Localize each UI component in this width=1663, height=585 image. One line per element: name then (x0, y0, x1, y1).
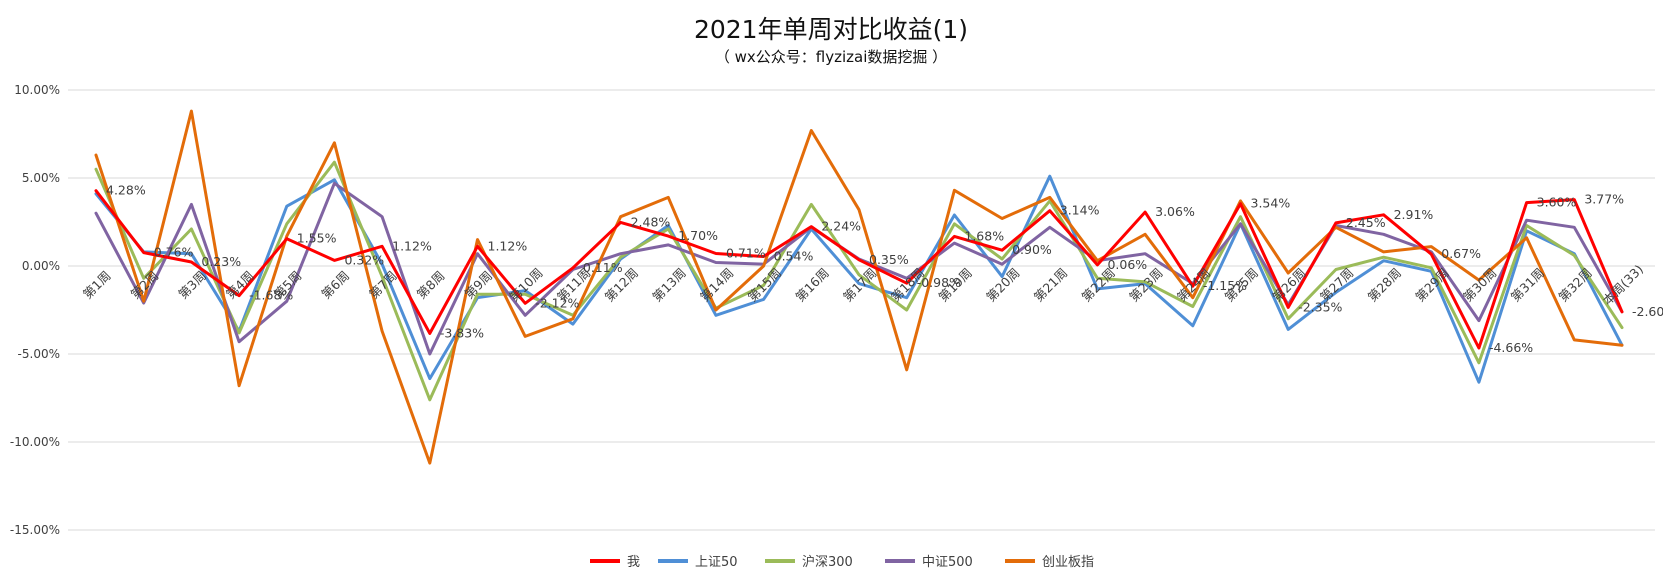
data-labels: 4.28% 0.76% 0.23% -1.68% 1.55% 0.32% 1.12% -3.8… (106, 183, 1663, 355)
legend-label: 我 (627, 555, 640, 570)
data-label: 2.45% (1346, 215, 1386, 230)
legend-label: 中证500 (922, 555, 973, 570)
x-tick-label: 第21周 (1031, 265, 1071, 305)
data-label: 0.54% (774, 248, 814, 263)
data-label: 0.23% (201, 254, 241, 269)
data-label: 0.06% (1107, 257, 1147, 272)
y-tick-label: 5.00% (22, 171, 60, 185)
data-label: 3.06% (1155, 204, 1195, 219)
data-label: -1.68% (249, 288, 293, 303)
x-axis: 第1周 第2周 第3周 第4周 第5周 第6周 第7周 第8周 第9周 第10周 第11周 第12周第… (80, 262, 1646, 308)
data-label: 1.70% (678, 228, 718, 243)
chart-title: 2021年单周对比收益(1) (694, 15, 968, 44)
data-label: 1.12% (392, 238, 432, 253)
data-label: 1.68% (964, 228, 1004, 243)
y-tick-label: 10.00% (14, 83, 60, 97)
data-label: 1.12% (488, 238, 528, 253)
data-label: 3.54% (1251, 196, 1291, 211)
legend-label: 创业板指 (1042, 555, 1094, 570)
data-label: 0.90% (1012, 242, 1052, 257)
data-label: -2.12% (535, 295, 579, 310)
y-tick-label: 0.00% (22, 259, 60, 273)
y-tick-label: -10.00% (10, 435, 60, 449)
data-label: 0.35% (869, 252, 909, 267)
data-label: 2.91% (1394, 207, 1434, 222)
data-label: 0.76% (154, 245, 194, 260)
data-label: 0.67% (1441, 246, 1481, 261)
data-label: 0.32% (344, 252, 384, 267)
data-label: -0.98% (917, 275, 961, 290)
data-label: -4.66% (1489, 340, 1533, 355)
series-lines (94, 109, 1624, 465)
data-label: 1.55% (297, 231, 337, 246)
x-tick-label: 第8周 (414, 268, 448, 302)
x-tick-label: 第16周 (792, 265, 832, 305)
data-label: -1.15% (1203, 278, 1247, 293)
data-label: 2.24% (821, 219, 861, 234)
data-label: -2.60% (1632, 304, 1663, 319)
legend-label: 沪深300 (802, 554, 853, 570)
data-label: 3.77% (1584, 192, 1624, 207)
y-tick-label: -5.00% (18, 347, 60, 361)
data-label: 4.28% (106, 183, 146, 198)
gridlines (68, 89, 1655, 531)
data-label: 0.11% (583, 260, 623, 275)
y-axis: 10.00% 5.00% 0.00% -5.00% -10.00% -15.00% (10, 83, 60, 537)
x-tick-label: 第22周 (1078, 265, 1118, 305)
x-tick-label: 第13周 (649, 265, 689, 305)
y-tick-label: -15.00% (10, 523, 60, 537)
data-label: 3.14% (1060, 203, 1100, 218)
x-tick-label: 第20周 (983, 265, 1023, 305)
data-label: 2.48% (631, 214, 671, 229)
data-label: -2.35% (1298, 299, 1342, 314)
legend-label: 上证50 (695, 555, 738, 570)
series-line-5 (94, 109, 1624, 465)
data-label: 0.71% (726, 246, 766, 261)
data-label: -3.83% (440, 325, 484, 340)
series-line-1 (94, 189, 1624, 350)
chart-subtitle: （ wx公众号：flyzizai数据挖掘 ） (715, 48, 947, 66)
legend: 我 上证50 沪深300 中证500 创业板指 (590, 554, 1094, 570)
x-tick-label: 第1周 (80, 268, 114, 302)
x-tick-label: 第6周 (318, 268, 352, 302)
data-label: 3.60% (1537, 195, 1577, 210)
